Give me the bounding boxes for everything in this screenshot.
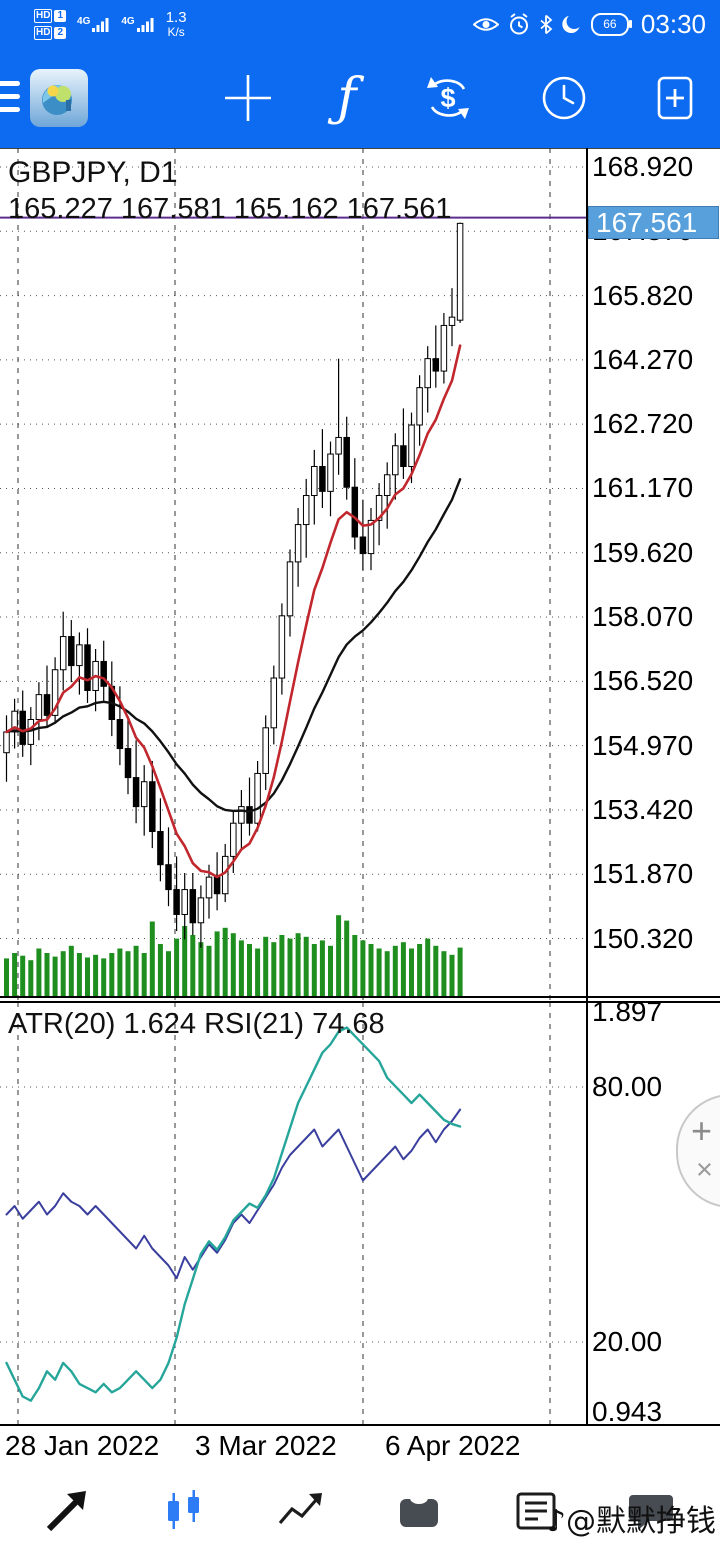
price-tick: 150.320: [592, 922, 694, 954]
sim1-hd-badge: HD 1: [34, 8, 67, 23]
clock-icon[interactable]: [539, 73, 589, 123]
hd-label: HD: [34, 25, 53, 40]
price-tick: 168.920: [592, 151, 694, 182]
zoom-in-button[interactable]: +: [691, 1110, 713, 1151]
chart-icon: [167, 1490, 199, 1529]
indicator-tick: 80.00: [592, 1071, 663, 1102]
hd-num: 2: [54, 26, 67, 39]
messages-icon: [629, 1495, 674, 1530]
nav-news[interactable]: [505, 1480, 567, 1542]
indicator-canvas[interactable]: [0, 1002, 586, 1426]
bluetooth-icon: [540, 14, 553, 34]
signal-bars-icon: [92, 18, 109, 32]
status-bar: HD 1 HD 2 4G 4G: [0, 0, 720, 48]
status-left-cluster: HD 1 HD 2 4G 4G: [34, 8, 187, 40]
axis-divider: [586, 148, 588, 1426]
ohlc-values: 165.227 167.581 165.162 167.561: [8, 193, 452, 225]
price-tick: 164.270: [592, 343, 694, 375]
sim2-hd-badge: HD 2: [34, 25, 67, 40]
nav-analytics[interactable]: [270, 1480, 332, 1542]
battery-indicator: 66: [590, 12, 632, 36]
trade-icon: [399, 1492, 438, 1527]
new-order-icon[interactable]: [652, 73, 702, 123]
analytics-icon: [279, 1493, 323, 1525]
watermark: ♪@默默挣钱: [546, 1504, 716, 1539]
indicator-values-label: ATR(20) 1.624 RSI(21) 74.68: [8, 1008, 385, 1040]
close-widget-button[interactable]: ×: [696, 1154, 713, 1186]
sim-badges: HD 1 HD 2: [34, 8, 67, 40]
metatrader-logo-icon: [30, 69, 88, 127]
hd-label: HD: [34, 8, 53, 23]
signal-sim1: 4G: [77, 16, 110, 32]
price-tick: 158.070: [592, 601, 694, 633]
function-icon[interactable]: ƒ: [337, 68, 357, 128]
network-speed: 1.3 K/s: [166, 10, 187, 38]
app-toolbar: ƒ $: [0, 48, 720, 148]
dollar-glyph: $: [440, 83, 455, 113]
price-tick: 156.520: [592, 665, 694, 697]
moon-icon: [562, 15, 580, 34]
panel-separator-inner: [0, 1001, 720, 1003]
date-label: 3 Mar 2022: [195, 1430, 337, 1461]
date-label: 6 Apr 2022: [385, 1430, 521, 1461]
chart-zoom-widget: + ×: [676, 1094, 720, 1208]
price-tick: 162.720: [592, 408, 694, 440]
signal-bars-icon: [136, 18, 154, 32]
status-right-cluster: 66 03:30: [472, 8, 706, 40]
price-tick: 151.870: [592, 858, 694, 890]
network-type-label: 4G: [121, 16, 135, 27]
chart-top-border: [0, 148, 720, 149]
price-tick: 154.970: [592, 729, 694, 761]
current-price-tag: 167.561: [588, 206, 719, 239]
news-icon: [516, 1492, 556, 1530]
speed-unit: K/s: [167, 24, 185, 39]
panel-separator[interactable]: [0, 996, 720, 998]
symbol-timeframe-label: GBPJPY, D1: [8, 156, 178, 189]
main-chart-canvas[interactable]: [0, 148, 586, 1002]
menu-icon[interactable]: [0, 81, 22, 115]
battery-percent: 66: [603, 17, 617, 31]
quotes-icon: [46, 1491, 86, 1532]
date-label: 28 Jan 2022: [5, 1430, 160, 1461]
price-tick: 161.170: [592, 472, 694, 504]
nav-quotes[interactable]: [36, 1480, 98, 1542]
indicator-tick: 20.00: [592, 1326, 663, 1357]
signal-sim2: 4G: [121, 16, 154, 32]
clock: 03:30: [640, 8, 706, 39]
toolbar-icon-row: ƒ $: [222, 48, 702, 148]
nav-messages[interactable]: [622, 1480, 684, 1542]
app-logo[interactable]: [30, 69, 88, 127]
crosshair-icon[interactable]: [222, 72, 274, 124]
currency-swap-icon[interactable]: $: [420, 73, 476, 123]
price-tick: 153.420: [592, 793, 694, 825]
bottom-axis-border: [0, 1424, 720, 1426]
price-tick: 165.820: [592, 279, 694, 311]
speed-value: 1.3: [165, 8, 187, 26]
hd-num: 1: [54, 9, 67, 22]
eye-icon: [472, 17, 499, 31]
price-tick: 159.620: [592, 536, 694, 568]
network-type-label: 4G: [77, 16, 91, 27]
nav-charts[interactable]: [153, 1480, 215, 1542]
alarm-icon: [509, 13, 528, 35]
bottom-nav: [0, 1462, 720, 1560]
nav-trade[interactable]: [388, 1480, 450, 1542]
